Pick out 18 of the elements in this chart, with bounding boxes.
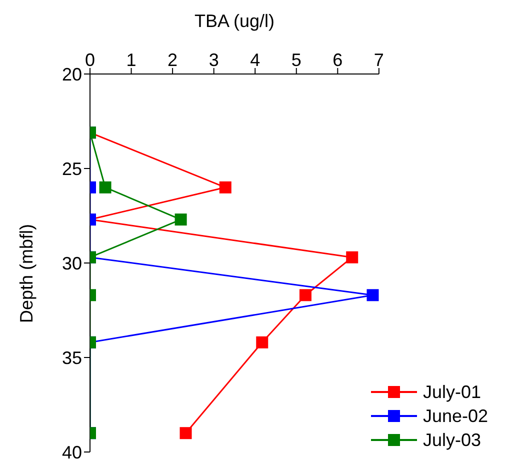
- y-tick-label: 20: [62, 64, 82, 84]
- x-tick-label: 4: [250, 50, 260, 70]
- y-tick-label: 40: [62, 442, 82, 462]
- legend-label: June-02: [422, 405, 488, 428]
- y-tick-label: 25: [62, 158, 82, 179]
- x-tick-label: 5: [291, 50, 302, 70]
- x-tick-label: 0: [84, 50, 96, 70]
- x-tick-label: 3: [208, 50, 219, 70]
- x-tick-label: 1: [126, 50, 136, 70]
- y-tick-label: 30: [62, 253, 82, 274]
- legend-label: July-01: [422, 381, 481, 404]
- x-tick-label: 6: [332, 50, 343, 70]
- legend-label: July-03: [422, 429, 481, 452]
- x-axis-title: TBA (ug/l): [194, 10, 274, 31]
- x-tick-label: 7: [374, 50, 384, 70]
- y-axis-title: Depth (mbfl): [16, 224, 36, 323]
- y-tick-label: 35: [62, 348, 82, 368]
- x-tick-label: 2: [168, 50, 178, 70]
